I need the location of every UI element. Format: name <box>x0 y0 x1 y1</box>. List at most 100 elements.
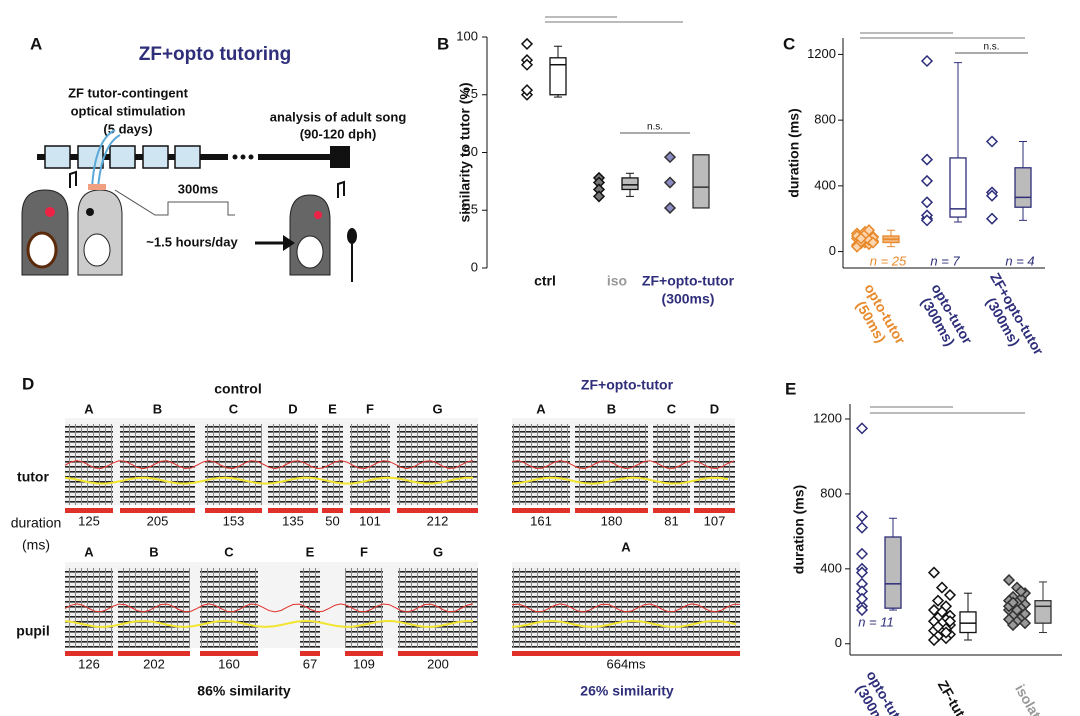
y-tick-label: 50 <box>464 144 478 159</box>
x-tick-label: iso <box>607 273 627 289</box>
syllable-duration: 180 <box>601 513 623 528</box>
data-point <box>663 176 677 189</box>
data-point <box>854 232 868 245</box>
duration-label: (ms) <box>22 537 50 553</box>
syllable-duration: 126 <box>78 656 100 671</box>
syllable-duration: 160 <box>218 656 240 671</box>
data-point <box>920 214 934 227</box>
x-tick-label: isolate <box>1012 682 1048 716</box>
syllable-duration: 101 <box>359 513 381 528</box>
data-point <box>931 594 945 607</box>
spectrogram <box>268 424 318 505</box>
data-point <box>1006 596 1020 609</box>
syllable-bar <box>300 651 320 656</box>
syllable-duration: 161 <box>530 513 552 528</box>
box <box>884 536 902 609</box>
syllable-bar <box>65 508 113 513</box>
data-point <box>920 54 934 68</box>
syllable-bar <box>205 508 262 513</box>
spectrogram <box>65 424 113 505</box>
spectrogram <box>397 424 478 505</box>
x-tick-label: ZF+opto-tutor <box>642 273 735 289</box>
box <box>959 611 977 634</box>
birds <box>21 129 357 282</box>
timeline <box>37 145 350 169</box>
y-tick-label: 25 <box>464 202 478 217</box>
annotation: n.s. <box>983 42 999 53</box>
analysis-text: analysis of adult song <box>270 109 407 124</box>
data-point <box>935 605 949 618</box>
syllable-duration: 81 <box>664 513 678 528</box>
x-tick-label-group: isolate <box>1012 682 1048 716</box>
x-tick-label-group: opto-tutor(300ms) <box>918 281 976 349</box>
box <box>621 177 639 191</box>
data-point <box>1010 603 1024 617</box>
data-point <box>943 615 957 628</box>
syllable-duration: 67 <box>303 656 317 671</box>
data-point <box>927 603 941 617</box>
syllable-bar <box>268 508 318 513</box>
spectrogram <box>575 424 648 505</box>
pitch-trace <box>64 603 474 613</box>
box <box>549 57 567 96</box>
data-point <box>1018 617 1032 630</box>
syllable-bar <box>350 508 390 513</box>
box <box>692 154 710 209</box>
stim-text: (5 days) <box>103 121 152 136</box>
stim-text: ZF tutor-contingent <box>68 85 189 100</box>
syllable-duration: 664ms <box>606 656 646 671</box>
row-label: pupil <box>16 623 49 639</box>
syllable-label: B <box>153 401 162 416</box>
data-point <box>520 84 534 97</box>
y-axis-label: similarity to tutor (%) <box>457 82 473 222</box>
syllable-label: C <box>224 544 234 559</box>
data-point <box>943 588 957 602</box>
x-tick-label-group: opto-tutor(50ms) <box>853 281 909 347</box>
data-point <box>935 581 949 594</box>
syllable-bar <box>118 651 190 656</box>
box <box>949 157 967 218</box>
data-point <box>855 592 869 605</box>
panel-label: B <box>437 34 449 53</box>
syllable-duration: 212 <box>427 513 449 528</box>
data-point <box>855 603 869 617</box>
y-tick-label: 400 <box>814 177 836 192</box>
syllable-label: E <box>328 401 337 416</box>
data-point <box>1018 607 1032 620</box>
panel-label: E <box>785 379 796 398</box>
syllable-label: F <box>366 401 374 416</box>
n-label: n = 11 <box>858 614 894 629</box>
data-point <box>855 547 869 560</box>
pitch-trace <box>511 476 729 485</box>
row-label: tutor <box>17 469 49 485</box>
syllable-duration: 50 <box>325 513 339 528</box>
y-tick-label: 0 <box>829 243 836 258</box>
syllable-bar <box>120 508 195 513</box>
syllable-duration: 135 <box>282 513 304 528</box>
spectrogram <box>300 568 320 648</box>
pitch-trace <box>511 603 741 613</box>
annotation: n.s. <box>647 122 663 133</box>
syllable-duration: 200 <box>427 656 449 671</box>
box <box>1034 600 1052 624</box>
syllable-bar <box>397 508 478 513</box>
spectrogram <box>694 424 735 505</box>
syllable-duration: 153 <box>223 513 245 528</box>
data-point <box>862 224 876 237</box>
data-point <box>520 37 534 50</box>
data-point <box>985 212 999 225</box>
syllable-bar <box>200 651 258 656</box>
y-axis-label: duration (ms) <box>791 485 807 574</box>
syllable-duration: 107 <box>704 513 726 528</box>
group-title: control <box>214 381 261 397</box>
pitch-trace <box>64 460 474 470</box>
syllable-label: F <box>360 544 368 559</box>
syllable-label: D <box>288 401 297 416</box>
y-tick-label: 800 <box>820 485 842 500</box>
spectrogram <box>205 424 262 505</box>
panel-label: A <box>30 34 42 53</box>
schedule-label: ~1.5 hours/day <box>146 234 238 249</box>
syllable-label: A <box>536 401 546 416</box>
pulse-label: 300ms <box>178 181 218 196</box>
